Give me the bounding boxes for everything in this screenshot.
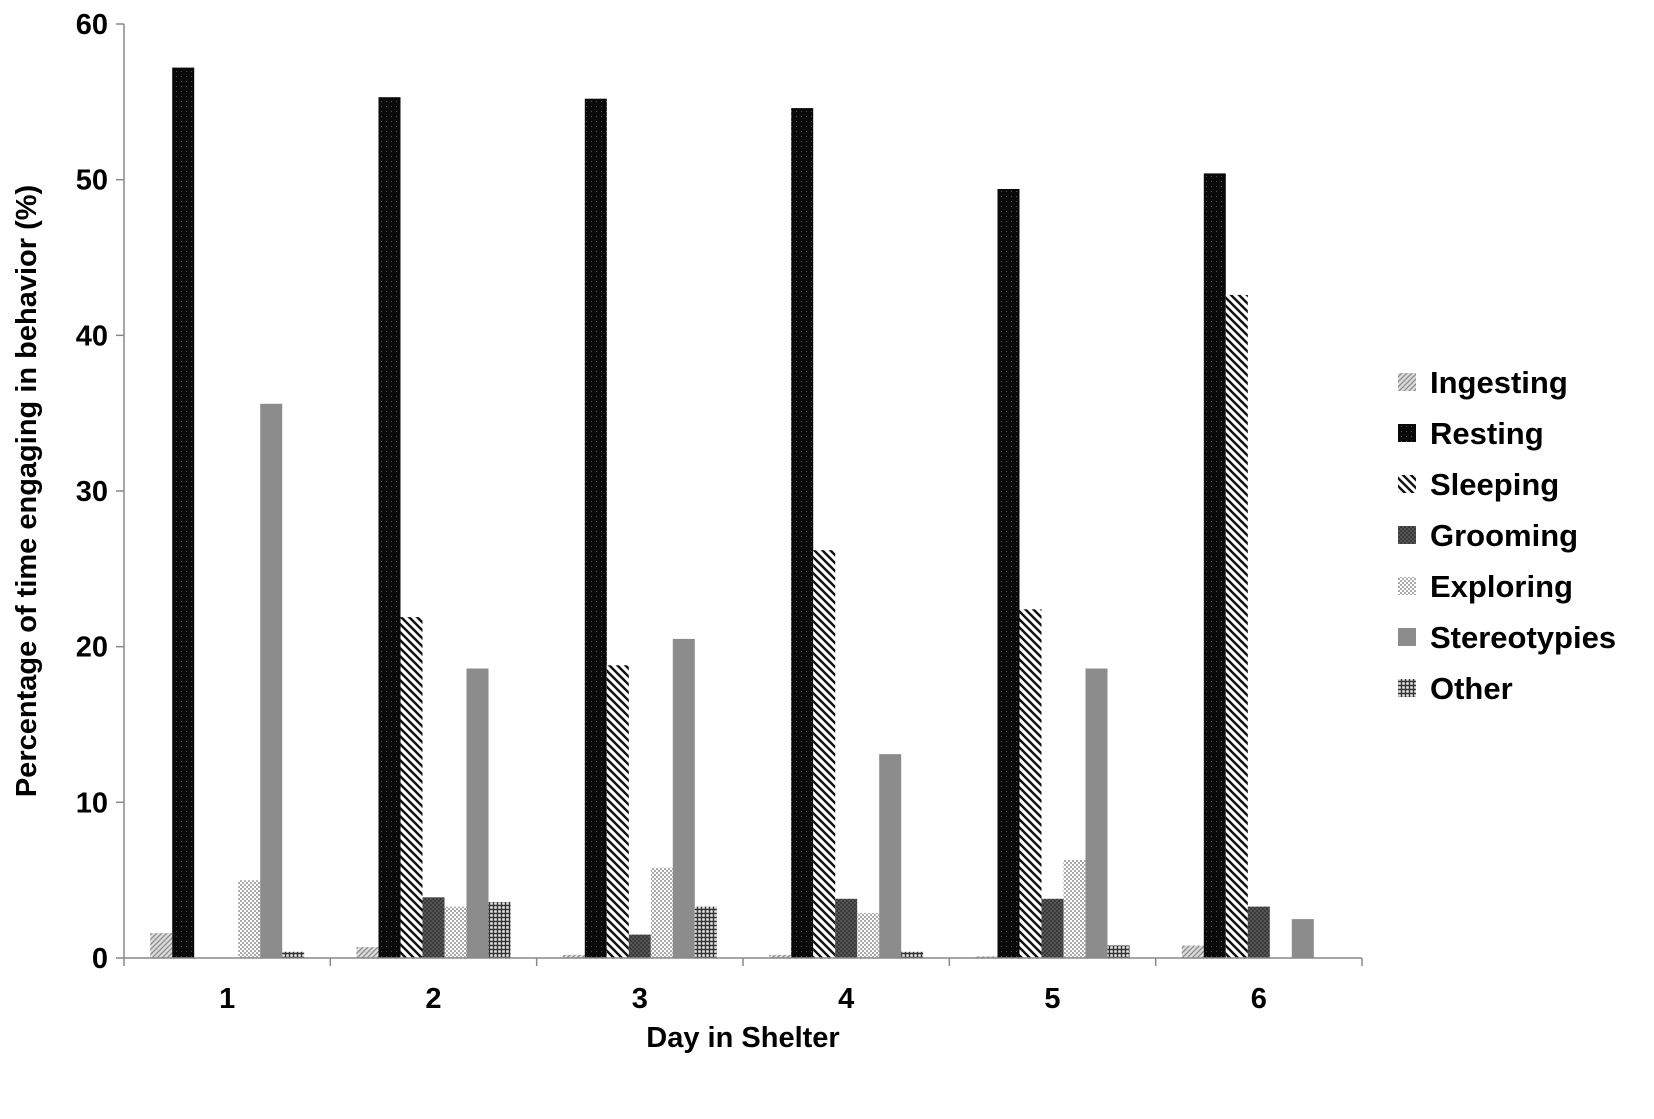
bar-exploring-day-2: [444, 906, 467, 958]
bar-ingesting-day-6: [1181, 945, 1204, 958]
bar-exploring-day-4: [857, 912, 880, 958]
bar-resting-day-4: [791, 108, 814, 959]
x-tick-label: 1: [219, 983, 235, 1015]
legend: Ingesting Resting Sleeping Grooming Explorin…: [1398, 365, 1616, 706]
legend-label: Grooming: [1430, 518, 1578, 553]
bar-ingesting-day-2: [356, 947, 379, 958]
x-tick-label: 4: [838, 983, 854, 1015]
bar-ingesting-day-1: [150, 933, 173, 958]
bar-other-day-3: [694, 906, 717, 958]
y-tick-label: 30: [76, 476, 108, 508]
x-tick-label: 3: [632, 983, 648, 1015]
bar-stereotypies-day-4: [879, 754, 902, 958]
bar-other-day-1: [282, 951, 305, 958]
bar-exploring-day-3: [650, 867, 673, 958]
legend-item-exploring: Exploring: [1398, 569, 1573, 604]
legend-item-other: Other: [1398, 671, 1513, 706]
bar-sleeping-day-2: [400, 617, 423, 958]
bar-stereotypies-day-2: [466, 668, 489, 958]
tick-labels-group: 0 10 20 30 40 50 60 1 2 3 4 5 6: [76, 9, 1267, 1015]
bar-ingesting-day-3: [562, 954, 585, 958]
legend-label: Exploring: [1430, 569, 1573, 604]
bar-stereotypies-day-3: [672, 638, 695, 958]
bar-exploring-day-5: [1063, 859, 1086, 958]
bar-ingesting-day-4: [769, 954, 792, 958]
legend-label: Ingesting: [1430, 365, 1568, 400]
legend-swatch: [1398, 679, 1416, 697]
bar-resting-day-6: [1203, 173, 1226, 958]
legend-label: Other: [1430, 671, 1513, 706]
y-tick-label: 20: [76, 632, 108, 664]
bar-resting-day-1: [172, 67, 195, 959]
legend-item-stereotypies: Stereotypies: [1398, 620, 1616, 655]
bar-grooming-day-5: [1041, 898, 1064, 958]
x-axis-title: Day in Shelter: [646, 1022, 839, 1054]
legend-swatch: [1398, 526, 1416, 544]
legend-swatch: [1398, 577, 1416, 595]
bar-other-day-4: [901, 951, 924, 958]
bar-grooming-day-6: [1247, 906, 1270, 958]
bar-resting-day-5: [997, 189, 1020, 958]
y-tick-label: 10: [76, 787, 108, 819]
legend-swatch: [1398, 373, 1416, 391]
x-tick-label: 6: [1251, 983, 1267, 1015]
axes-group: [116, 23, 1363, 966]
bar-sleeping-day-6: [1225, 294, 1248, 958]
legend-label: Resting: [1430, 416, 1544, 451]
bar-grooming-day-3: [628, 934, 651, 958]
bar-sleeping-day-4: [813, 550, 836, 958]
y-axis-title: Percentage of time engaging in behavior …: [11, 185, 43, 797]
bar-grooming-day-4: [835, 898, 858, 958]
bar-stereotypies-day-1: [260, 403, 283, 958]
x-tick-label: 2: [425, 983, 441, 1015]
legend-item-grooming: Grooming: [1398, 518, 1578, 553]
bar-sleeping-day-5: [1019, 609, 1042, 958]
y-tick-label: 50: [76, 165, 108, 197]
legend-label: Sleeping: [1430, 467, 1559, 502]
bar-resting-day-2: [378, 97, 401, 958]
bar-ingesting-day-5: [975, 956, 998, 958]
legend-item-sleeping: Sleeping: [1398, 467, 1559, 502]
bar-stereotypies-day-5: [1085, 668, 1108, 958]
x-tick-label: 5: [1044, 983, 1060, 1015]
bar-other-day-2: [488, 902, 511, 958]
y-tick-label: 60: [76, 9, 108, 41]
legend-label: Stereotypies: [1430, 620, 1616, 655]
y-tick-label: 40: [76, 320, 108, 352]
y-tick-label: 0: [92, 943, 108, 975]
bar-exploring-day-1: [238, 880, 261, 958]
legend-swatch: [1398, 628, 1416, 646]
bar-other-day-5: [1107, 945, 1130, 958]
bars-group: [150, 67, 1314, 959]
legend-swatch: [1398, 424, 1416, 442]
bar-grooming-day-2: [422, 897, 445, 958]
legend-item-resting: Resting: [1398, 416, 1544, 451]
bar-resting-day-3: [584, 98, 607, 958]
legend-item-ingesting: Ingesting: [1398, 365, 1568, 400]
legend-swatch: [1398, 475, 1416, 493]
bar-sleeping-day-3: [606, 665, 629, 958]
bar-stereotypies-day-6: [1291, 919, 1314, 958]
